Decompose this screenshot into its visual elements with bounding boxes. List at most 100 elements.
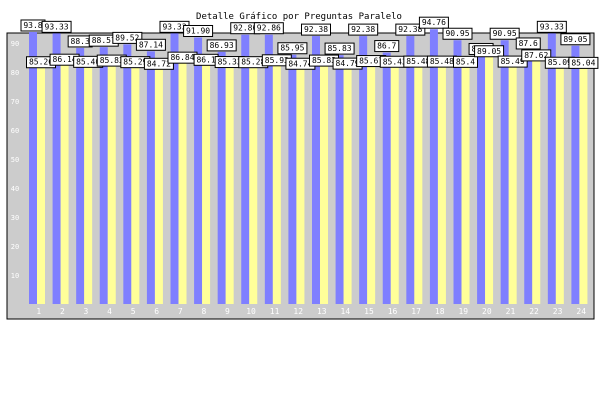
bar-series-2 (37, 56, 45, 304)
data-label-text: 85.28 (241, 58, 265, 67)
x-tick-label: 13 (317, 307, 327, 316)
data-label-box (442, 27, 473, 40)
data-label-text: 87.14 (139, 40, 163, 49)
data-label-box (515, 37, 541, 50)
x-tick-label: 15 (364, 307, 374, 316)
data-label-text: 85.83 (328, 44, 352, 53)
bar-series-1 (359, 36, 368, 305)
data-label-text: 87.6 (519, 39, 538, 48)
x-tick-label: 6 (154, 307, 159, 316)
x-tick-label: 22 (529, 307, 539, 316)
data-label-text: 92.86 (257, 24, 281, 33)
x-tick-label: 8 (201, 307, 206, 316)
data-label-text: 85.4 (456, 57, 475, 66)
bar-series-2 (107, 55, 116, 304)
x-tick-label: 3 (84, 307, 89, 316)
data-label-box (253, 22, 284, 35)
y-tick-label: 40 (11, 185, 19, 193)
x-tick-label: 1 (36, 307, 41, 316)
data-label-text: 89.05 (477, 47, 501, 56)
data-label-box (536, 20, 567, 33)
y-tick-label: 60 (11, 127, 19, 135)
data-label-text: 85.43 (383, 57, 407, 66)
y-tick-label: 30 (11, 214, 19, 222)
bar-series-1 (500, 40, 509, 305)
bar-series-1 (429, 29, 438, 305)
bar-series-1 (571, 45, 580, 304)
bar-series-1 (241, 34, 250, 305)
bar-series-2 (84, 56, 93, 305)
data-label-text: 91.90 (186, 26, 210, 35)
data-label-text: 93.33 (162, 22, 186, 31)
data-label-series-1: 92.38 (348, 23, 379, 36)
data-label-series-2: 86.1 (193, 53, 219, 66)
data-label-text: 85.83 (312, 56, 336, 65)
data-label-series-1: 92.38 (301, 23, 331, 36)
bar-series-1 (194, 37, 203, 305)
bar-series-2 (532, 49, 541, 304)
bar-series-1 (170, 33, 179, 305)
x-tick-label: 19 (458, 307, 468, 316)
data-label-series-1: 91.90 (183, 24, 214, 37)
bar-series-1 (264, 34, 273, 305)
data-label-text: 85.93 (265, 56, 289, 65)
bar-series-1 (406, 36, 415, 305)
data-label-text: 93.33 (45, 22, 69, 31)
data-label-text: 89.52 (115, 33, 139, 42)
data-label-box (112, 31, 143, 44)
data-label-series-2: 85.4 (453, 55, 478, 68)
data-label-text: 85.95 (280, 44, 304, 53)
bar-series-2 (131, 56, 140, 305)
bar-series-2 (485, 45, 494, 304)
x-tick-label: 5 (131, 307, 136, 316)
bar-series-1 (76, 47, 85, 305)
data-label-text: 90.95 (445, 29, 469, 38)
data-label-series-1: 93.33 (536, 20, 567, 33)
data-label-text: 90.95 (493, 29, 517, 38)
bar-series-2 (154, 58, 163, 305)
bar-series-1 (99, 47, 108, 304)
data-label-series-1: 92.86 (253, 22, 284, 35)
data-label-box (206, 39, 237, 52)
data-label-text: 85.09 (548, 58, 572, 67)
data-label-box (277, 42, 308, 55)
data-label-text: 92.38 (351, 25, 375, 34)
bar-series-2 (249, 56, 258, 304)
bar-series-1 (453, 40, 462, 305)
data-label-series-2: 84.72 (143, 57, 174, 70)
data-label-box (521, 49, 552, 62)
data-label-text: 85.26 (29, 58, 53, 67)
data-label-series-1: 87.6 (515, 37, 541, 50)
data-label-text: 89.05 (563, 35, 587, 44)
data-label-box (395, 23, 426, 36)
bar-series-1 (52, 33, 61, 305)
y-tick-label: 70 (11, 98, 19, 106)
data-label-box (183, 24, 214, 37)
bar-series-1 (382, 52, 391, 304)
x-tick-label: 7 (178, 307, 183, 316)
data-label-text: 85.40 (76, 57, 100, 66)
x-tick-label: 21 (506, 307, 516, 316)
y-tick-label: 10 (11, 272, 19, 280)
data-label-text: 94.76 (422, 18, 446, 27)
data-label-box (301, 23, 331, 36)
bar-series-1 (547, 33, 556, 305)
data-label-text: 85.04 (571, 58, 595, 67)
x-tick-label: 18 (435, 307, 445, 316)
bar-series-2 (390, 56, 399, 305)
y-tick-label: 20 (11, 243, 19, 251)
y-tick-label: 80 (11, 69, 19, 77)
data-label-text: 92.38 (398, 25, 422, 34)
bar-series-2 (272, 54, 281, 304)
data-label-text: 85.48 (406, 57, 430, 66)
data-label-text: 85.48 (430, 57, 454, 66)
data-label-series-1: 87.14 (135, 38, 166, 51)
bar-series-2 (343, 58, 352, 304)
data-label-text: 85.67 (359, 57, 383, 66)
data-label-series-2: 86.84 (167, 51, 198, 64)
data-label-box (374, 40, 400, 53)
data-label-series-1: 90.95 (489, 27, 520, 40)
data-label-text: 85.33 (218, 58, 242, 67)
data-label-series-1: 94.76 (418, 16, 449, 29)
